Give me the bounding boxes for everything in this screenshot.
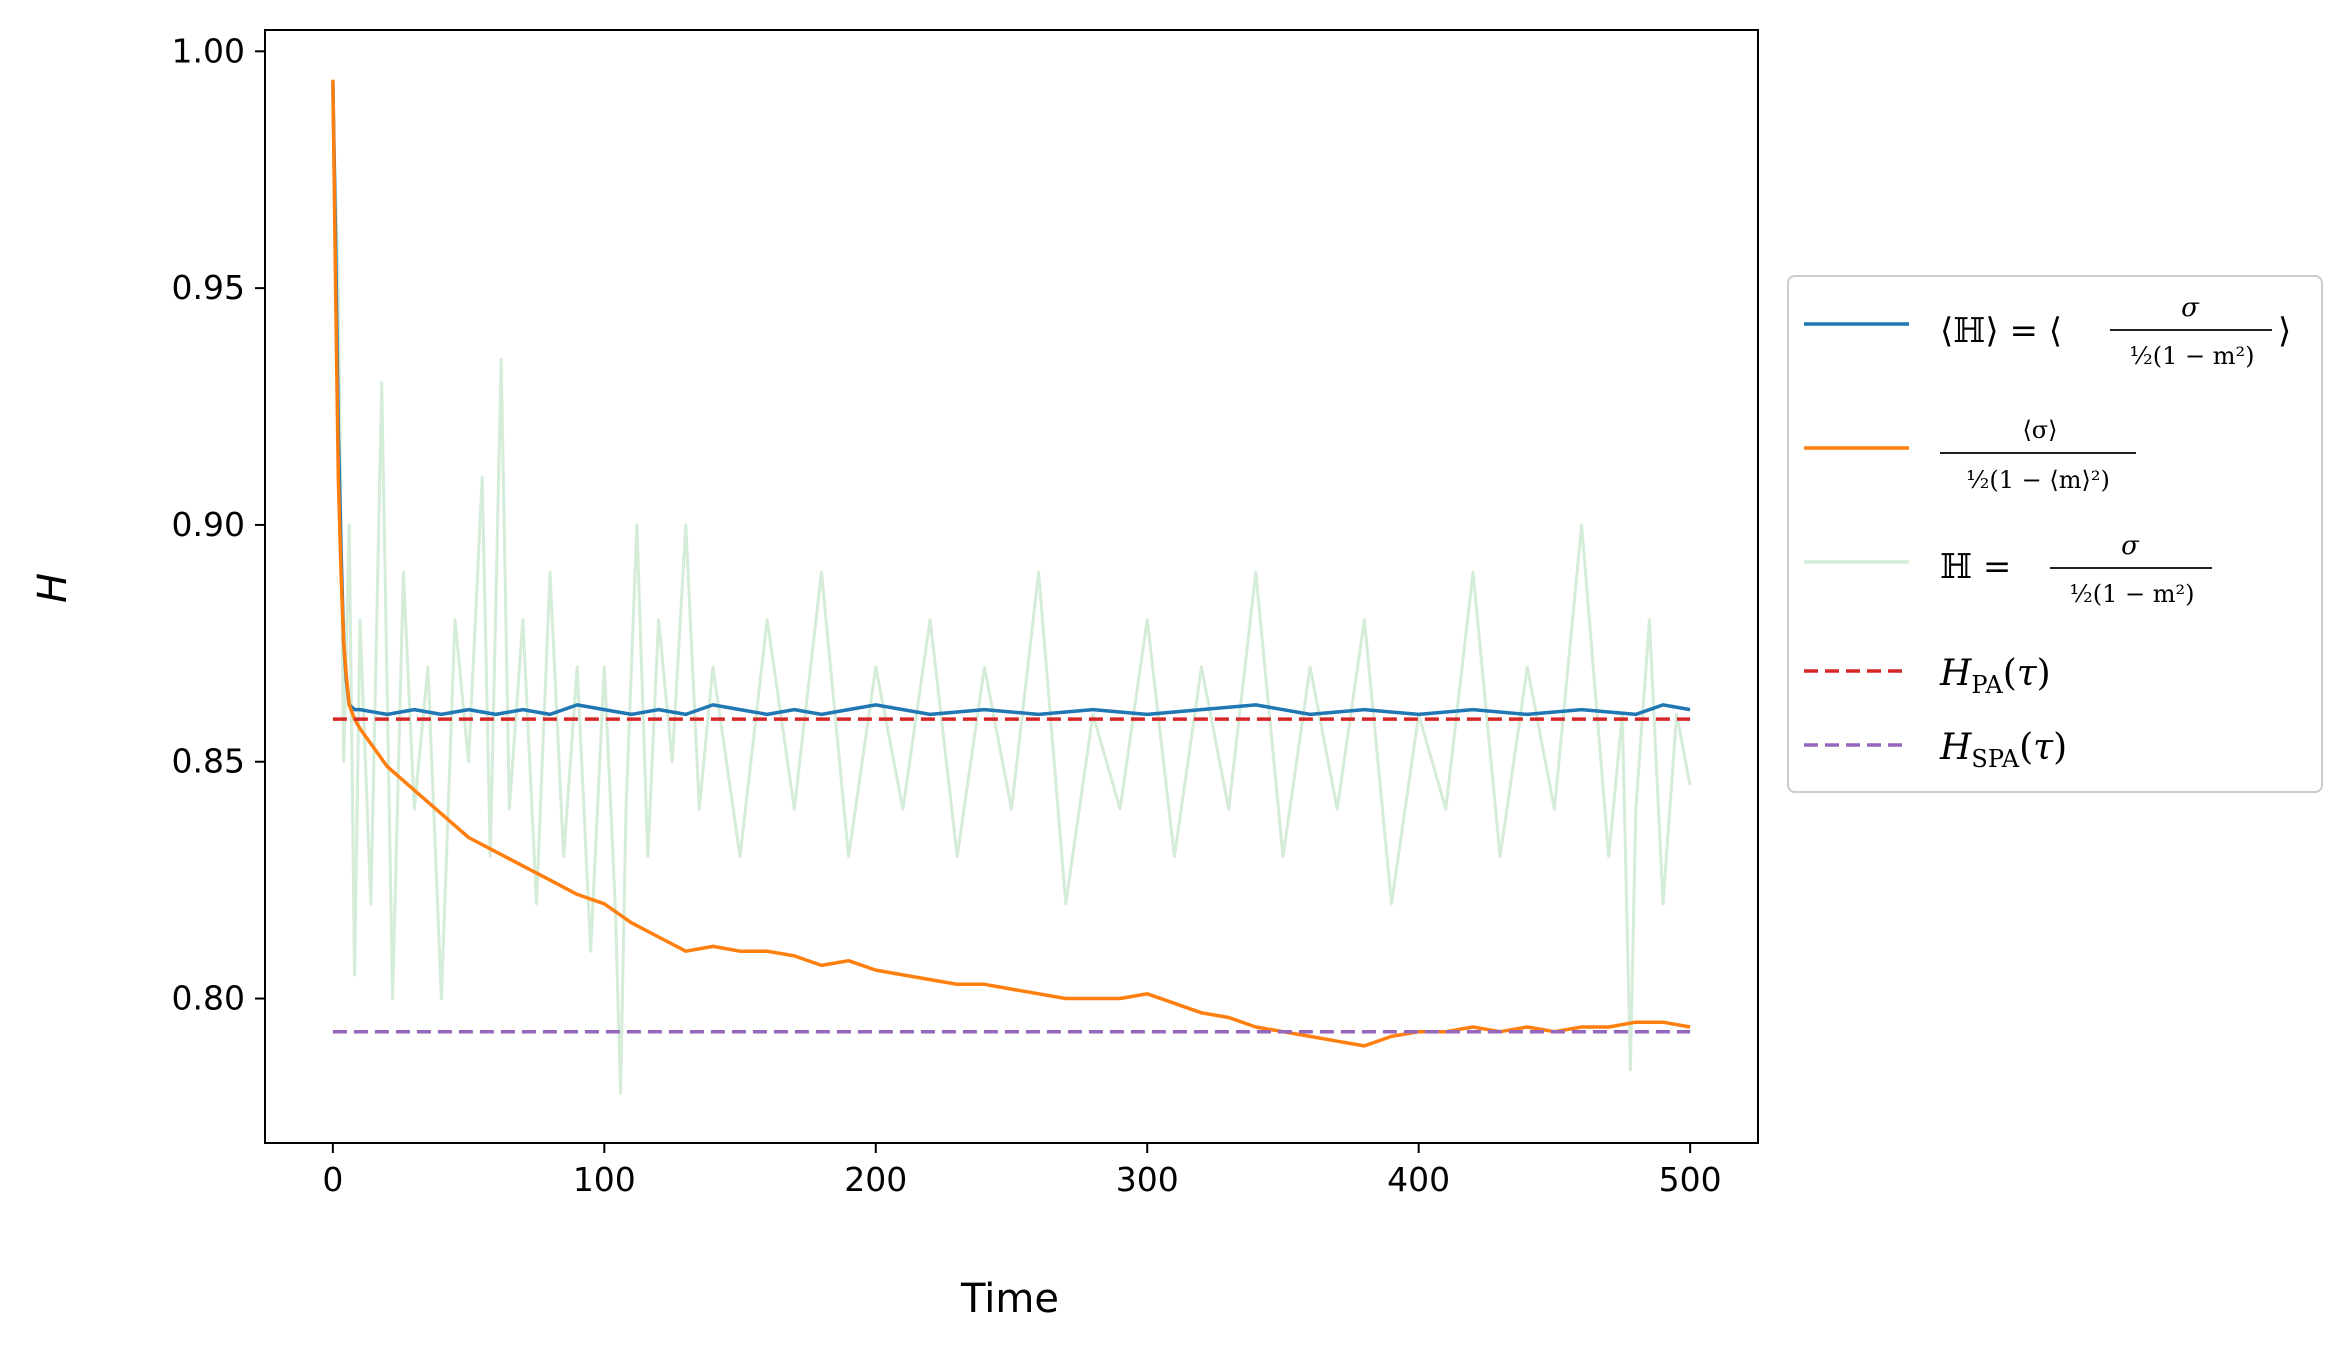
plot-area — [331, 79, 1692, 1095]
x-tick-label: 200 — [844, 1160, 907, 1199]
y-tick-label: 0.80 — [172, 979, 245, 1018]
legend-entry-H-ratio: ⟨σ⟩ ½(1 − ⟨m⟩²) — [1804, 416, 2136, 494]
legend-entry-H-raw: ℍ = σ ½(1 − m²) — [1804, 531, 2212, 608]
x-tick-label: 300 — [1116, 1160, 1179, 1199]
legend-label-H-SPA: HSPA(τ) — [1939, 727, 2067, 773]
y-axis-label: H — [30, 573, 76, 603]
legend-entry-H-PA: HPA(τ) — [1804, 653, 2051, 699]
legend-label-H-raw-num: σ — [2121, 531, 2140, 561]
legend-label-H-ratio-den: ½(1 − ⟨m⟩²) — [1966, 466, 2110, 494]
legend-entry-H-avg: ⟨ℍ⟩ = ⟨ σ ½(1 − m²) ⟩ — [1804, 293, 2291, 370]
y-tick-label: 1.00 — [172, 31, 245, 70]
legend-label-H-raw-den: ½(1 − m²) — [2069, 580, 2194, 608]
x-tick-label: 400 — [1387, 1160, 1450, 1199]
series-line-H_avg — [331, 84, 1691, 717]
legend-label-H-avg: ⟨ℍ⟩ = ⟨ — [1940, 311, 2062, 351]
x-tick-label: 100 — [573, 1160, 636, 1199]
series-line-H_raw — [331, 98, 1692, 1095]
y-tick-label: 0.90 — [172, 505, 245, 544]
axes: 0 100 200 300 400 500 0.80 0.85 0.90 0.95 1.00 — [172, 29, 1759, 1199]
x-axis-label: Time — [960, 1276, 1059, 1322]
legend-entry-H-SPA: HSPA(τ) — [1804, 727, 2067, 773]
legend-label-H-avg-num: σ — [2181, 293, 2200, 323]
y-tick-label: 0.85 — [172, 742, 245, 781]
legend-label-H-raw: ℍ = — [1940, 547, 2011, 587]
x-tick-label: 500 — [1659, 1160, 1722, 1199]
legend-label-H-avg-close: ⟩ — [2278, 311, 2291, 351]
legend-label-H-ratio-num: ⟨σ⟩ — [2022, 416, 2057, 444]
plot-frame — [264, 29, 1759, 1144]
legend-label-H-avg-den: ½(1 − m²) — [2129, 342, 2254, 370]
y-tick-label: 0.95 — [172, 268, 245, 307]
x-tick-label: 0 — [322, 1160, 343, 1199]
legend-label-H-PA: HPA(τ) — [1939, 653, 2051, 699]
legend-box — [1787, 275, 2323, 793]
legend: ⟨ℍ⟩ = ⟨ σ ½(1 − m²) ⟩ ⟨σ⟩ ½(1 − ⟨m⟩²) ℍ … — [1787, 275, 2323, 793]
